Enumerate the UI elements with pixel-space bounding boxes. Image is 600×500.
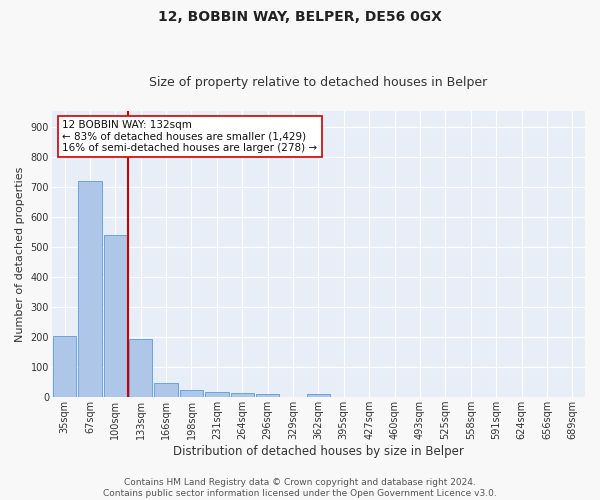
Bar [205,392,229,396]
Bar [53,336,76,396]
Bar [256,394,280,396]
Bar [180,390,203,396]
Bar [78,182,101,396]
Bar [129,338,152,396]
Bar [230,393,254,396]
Text: 12 BOBBIN WAY: 132sqm
← 83% of detached houses are smaller (1,429)
16% of semi-d: 12 BOBBIN WAY: 132sqm ← 83% of detached … [62,120,317,154]
X-axis label: Distribution of detached houses by size in Belper: Distribution of detached houses by size … [173,444,464,458]
Title: Size of property relative to detached houses in Belper: Size of property relative to detached ho… [149,76,488,90]
Bar [154,382,178,396]
Text: 12, BOBBIN WAY, BELPER, DE56 0GX: 12, BOBBIN WAY, BELPER, DE56 0GX [158,10,442,24]
Y-axis label: Number of detached properties: Number of detached properties [15,166,25,342]
Bar [307,394,330,396]
Text: Contains HM Land Registry data © Crown copyright and database right 2024.
Contai: Contains HM Land Registry data © Crown c… [103,478,497,498]
Bar [104,236,127,396]
